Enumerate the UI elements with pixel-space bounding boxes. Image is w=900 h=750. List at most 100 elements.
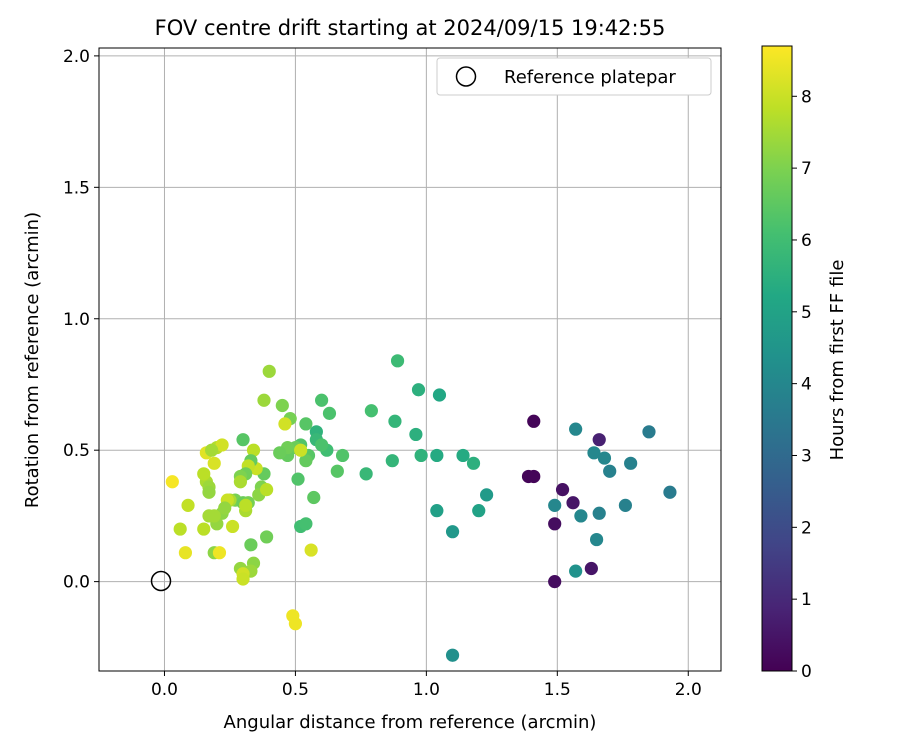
data-point (430, 448, 444, 463)
data-point (574, 509, 588, 523)
data-point (414, 448, 428, 463)
data-point (592, 506, 606, 520)
data-point (590, 532, 604, 547)
data-point (236, 572, 250, 586)
x-tick-label: 0.0 (151, 680, 178, 700)
data-point (364, 404, 378, 418)
data-point (555, 483, 570, 497)
grid-lines (99, 48, 721, 671)
x-tick-label: 1.5 (544, 680, 571, 700)
data-point (278, 417, 292, 431)
data-point (592, 433, 606, 447)
legend-reference-icon (455, 66, 477, 87)
data-point (239, 498, 253, 512)
data-point (299, 454, 313, 468)
data-point (225, 519, 240, 534)
data-point (330, 464, 344, 478)
data-point (207, 456, 221, 470)
data-point (432, 388, 447, 402)
data-point (294, 443, 308, 457)
y-axis-label: Rotation from reference (arcmin) (22, 212, 43, 508)
data-point (275, 398, 289, 413)
data-point (233, 475, 248, 489)
data-point (205, 443, 219, 457)
data-point (236, 433, 250, 447)
y-tick-label: 1.5 (63, 178, 90, 198)
data-point (388, 414, 402, 428)
data-point (445, 525, 460, 539)
reference-marker (150, 570, 172, 592)
data-point (178, 546, 193, 560)
data-point (527, 469, 541, 484)
y-axis-ticks: 0.0 0.5 1.0 1.5 2.0 (63, 47, 99, 593)
data-point (548, 498, 562, 512)
data-point (260, 483, 274, 497)
data-point (273, 446, 287, 460)
colorbar-tick-label: 8 (801, 87, 812, 107)
data-point (173, 522, 187, 536)
y-tick-label: 0.5 (63, 441, 90, 461)
data-point (597, 451, 612, 465)
plot-frame (98, 47, 722, 672)
data-point (307, 490, 321, 505)
x-tick-label: 2.0 (675, 680, 702, 700)
colorbar-tick-label: 5 (801, 303, 812, 323)
data-point (390, 354, 405, 368)
data-point (212, 546, 227, 560)
data-point (642, 425, 656, 439)
data-point (548, 575, 562, 589)
x-tick-label: 0.5 (282, 680, 309, 700)
data-point (480, 488, 494, 502)
data-point (663, 485, 677, 499)
colorbar-label: Hours from first FF file (827, 260, 848, 461)
data-point (315, 438, 329, 452)
colorbar-tick-label: 0 (801, 662, 812, 682)
data-point (587, 446, 601, 460)
colorbar-tick-label: 7 (801, 159, 812, 179)
colorbar: 0 1 2 3 4 5 6 7 8 Hours from first FF file (761, 45, 848, 682)
data-point (472, 504, 486, 518)
data-point (197, 467, 211, 481)
data-point (202, 509, 216, 523)
legend: Reference platepar (436, 57, 712, 96)
data-point (260, 530, 274, 544)
data-point (288, 617, 303, 631)
data-point (411, 383, 426, 397)
data-point (569, 422, 583, 436)
data-point (618, 498, 633, 512)
x-axis-label: Angular distance from reference (arcmin) (224, 712, 597, 733)
data-point (527, 414, 541, 428)
colorbar-ticks: 0 1 2 3 4 5 6 7 8 (792, 87, 812, 682)
data-point (181, 498, 195, 512)
data-point (244, 538, 258, 552)
colorbar-tick-label: 6 (801, 231, 812, 251)
data-point (202, 485, 216, 499)
data-point (445, 648, 460, 662)
legend-entry-reference: Reference platepar (504, 67, 676, 88)
data-point (299, 517, 313, 531)
data-point (262, 364, 276, 378)
data-point (165, 475, 179, 489)
data-point (566, 496, 580, 510)
colorbar-tick-label: 2 (801, 518, 812, 538)
y-tick-label: 0.0 (63, 573, 90, 593)
chart-title: FOV centre drift starting at 2024/09/15 … (155, 16, 666, 40)
colorbar-gradient (761, 45, 793, 672)
data-point (603, 464, 617, 478)
data-point (291, 472, 305, 486)
x-tick-label: 1.0 (413, 680, 440, 700)
y-tick-label: 1.0 (63, 310, 90, 330)
data-point (548, 517, 562, 531)
data-point (430, 504, 444, 518)
data-point (409, 427, 423, 442)
data-point (257, 393, 271, 407)
y-tick-label: 2.0 (63, 47, 90, 67)
data-point (385, 454, 399, 468)
data-point (246, 443, 261, 457)
data-point (299, 417, 313, 431)
data-point (304, 543, 318, 557)
data-points (165, 354, 677, 662)
colorbar-tick-label: 3 (801, 446, 812, 466)
colorbar-tick-label: 4 (801, 375, 812, 395)
data-point (624, 456, 638, 470)
